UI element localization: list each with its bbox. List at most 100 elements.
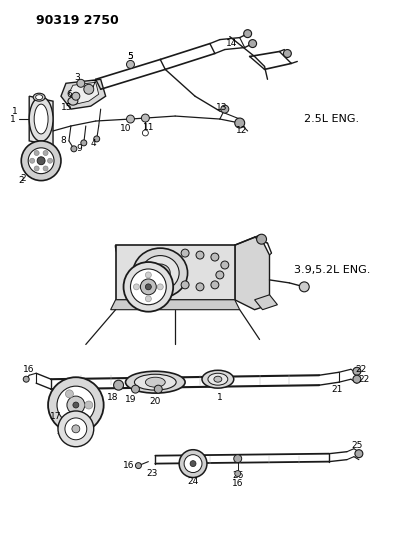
Text: 3.9,5.2L ENG.: 3.9,5.2L ENG. bbox=[294, 265, 371, 275]
Text: 22: 22 bbox=[355, 365, 366, 374]
Text: 5: 5 bbox=[127, 52, 133, 61]
Circle shape bbox=[37, 157, 45, 165]
Circle shape bbox=[94, 136, 100, 142]
Circle shape bbox=[43, 150, 48, 156]
Text: 17: 17 bbox=[50, 413, 62, 422]
Text: 12: 12 bbox=[236, 126, 247, 135]
Text: 2: 2 bbox=[56, 427, 62, 437]
Circle shape bbox=[34, 166, 39, 171]
Circle shape bbox=[184, 455, 202, 473]
Ellipse shape bbox=[214, 376, 222, 382]
Circle shape bbox=[190, 461, 196, 466]
Text: 22: 22 bbox=[358, 375, 370, 384]
Text: 8: 8 bbox=[60, 136, 66, 146]
Circle shape bbox=[81, 140, 87, 146]
Text: 15: 15 bbox=[61, 103, 73, 111]
Circle shape bbox=[221, 105, 229, 113]
Polygon shape bbox=[61, 79, 106, 109]
Circle shape bbox=[355, 450, 363, 458]
Circle shape bbox=[143, 130, 148, 136]
Text: 6: 6 bbox=[66, 90, 72, 99]
Ellipse shape bbox=[208, 373, 228, 385]
Ellipse shape bbox=[29, 96, 53, 141]
Text: 7: 7 bbox=[90, 80, 96, 89]
Circle shape bbox=[141, 279, 156, 295]
Text: 2: 2 bbox=[18, 176, 24, 185]
Polygon shape bbox=[69, 82, 99, 104]
Circle shape bbox=[235, 118, 245, 128]
Circle shape bbox=[145, 296, 151, 302]
Circle shape bbox=[23, 376, 29, 382]
Polygon shape bbox=[235, 235, 270, 310]
Circle shape bbox=[234, 455, 242, 463]
Text: 16: 16 bbox=[232, 479, 243, 488]
Text: 2: 2 bbox=[20, 174, 26, 183]
Circle shape bbox=[135, 463, 141, 469]
Circle shape bbox=[216, 271, 224, 279]
Circle shape bbox=[256, 234, 266, 244]
Text: 1: 1 bbox=[12, 107, 18, 116]
Polygon shape bbox=[254, 295, 278, 310]
Circle shape bbox=[157, 284, 163, 290]
Circle shape bbox=[65, 418, 87, 440]
Ellipse shape bbox=[145, 377, 165, 387]
Circle shape bbox=[127, 60, 135, 68]
Circle shape bbox=[73, 402, 79, 408]
Text: 90319 2750: 90319 2750 bbox=[36, 14, 119, 27]
Circle shape bbox=[353, 375, 361, 383]
Ellipse shape bbox=[68, 97, 78, 105]
Text: 20: 20 bbox=[150, 397, 161, 406]
Polygon shape bbox=[116, 245, 235, 300]
Circle shape bbox=[221, 261, 229, 269]
Circle shape bbox=[131, 385, 139, 393]
Ellipse shape bbox=[133, 248, 187, 298]
Circle shape bbox=[84, 84, 94, 94]
Circle shape bbox=[249, 39, 256, 47]
Text: 16: 16 bbox=[123, 461, 134, 470]
Text: 4: 4 bbox=[91, 139, 96, 148]
Circle shape bbox=[77, 79, 85, 87]
Circle shape bbox=[196, 283, 204, 291]
Circle shape bbox=[181, 281, 189, 289]
Text: 16: 16 bbox=[23, 365, 35, 374]
Circle shape bbox=[28, 148, 54, 174]
Ellipse shape bbox=[150, 264, 170, 282]
Polygon shape bbox=[111, 300, 240, 310]
Ellipse shape bbox=[34, 104, 48, 134]
Text: 26: 26 bbox=[232, 471, 243, 480]
Circle shape bbox=[66, 390, 73, 398]
Circle shape bbox=[145, 272, 151, 278]
Circle shape bbox=[235, 471, 241, 477]
Ellipse shape bbox=[141, 256, 179, 290]
Circle shape bbox=[71, 146, 77, 152]
Ellipse shape bbox=[36, 95, 42, 100]
Circle shape bbox=[34, 150, 39, 156]
Text: 10: 10 bbox=[120, 125, 131, 133]
Circle shape bbox=[48, 377, 104, 433]
Ellipse shape bbox=[125, 372, 185, 393]
Circle shape bbox=[43, 166, 48, 171]
Text: 3: 3 bbox=[74, 73, 80, 82]
Circle shape bbox=[114, 380, 123, 390]
Circle shape bbox=[196, 251, 204, 259]
Circle shape bbox=[181, 249, 189, 257]
Circle shape bbox=[141, 114, 149, 122]
Text: 14: 14 bbox=[226, 39, 237, 48]
Circle shape bbox=[145, 284, 151, 290]
Text: 5: 5 bbox=[127, 52, 133, 61]
Text: 1: 1 bbox=[10, 115, 15, 124]
Circle shape bbox=[85, 401, 93, 409]
Circle shape bbox=[57, 386, 95, 424]
Text: 25: 25 bbox=[351, 441, 362, 450]
Circle shape bbox=[283, 50, 291, 58]
Text: 18: 18 bbox=[107, 393, 118, 401]
Circle shape bbox=[211, 281, 219, 289]
Ellipse shape bbox=[135, 374, 176, 390]
Circle shape bbox=[127, 115, 135, 123]
Circle shape bbox=[131, 269, 166, 305]
Text: 23: 23 bbox=[146, 469, 158, 478]
Circle shape bbox=[299, 282, 309, 292]
Polygon shape bbox=[29, 96, 53, 146]
Text: 2.5L ENG.: 2.5L ENG. bbox=[304, 114, 359, 124]
Circle shape bbox=[72, 92, 80, 100]
